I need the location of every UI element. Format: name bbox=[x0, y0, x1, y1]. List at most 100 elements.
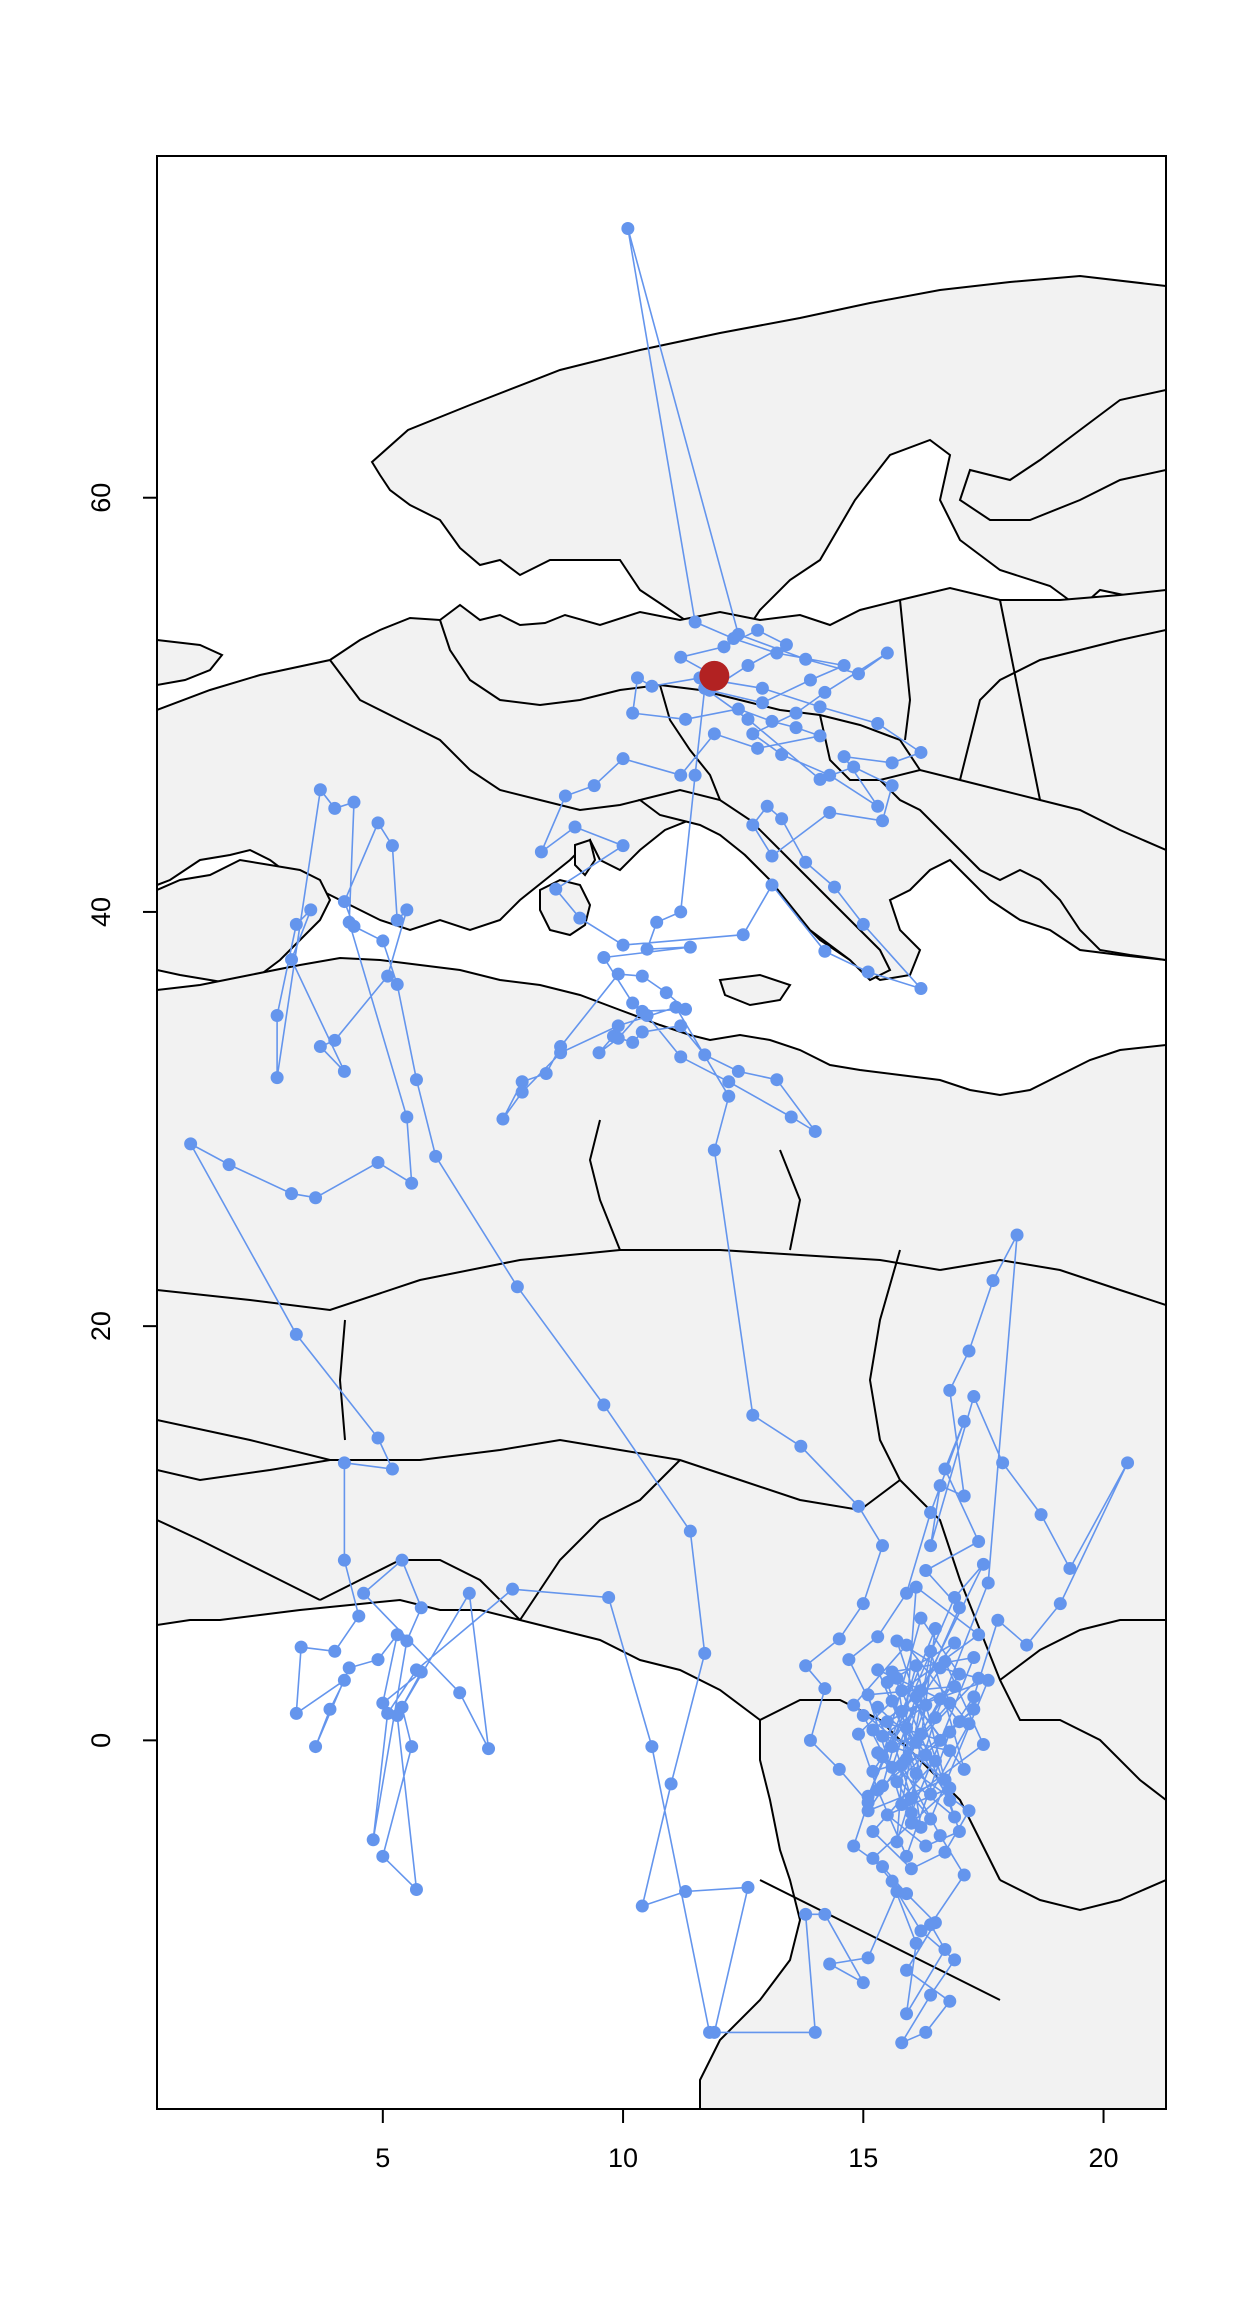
tracks bbox=[184, 221, 1135, 2050]
track-point bbox=[323, 1702, 337, 1716]
track-point bbox=[707, 727, 721, 741]
track-point bbox=[621, 221, 635, 235]
track-point bbox=[371, 1653, 385, 1667]
track-point bbox=[645, 1740, 659, 1754]
track-point bbox=[717, 640, 731, 654]
track-point bbox=[409, 1663, 423, 1677]
track-point bbox=[861, 1951, 875, 1965]
track-point bbox=[837, 750, 851, 764]
track-point bbox=[851, 1727, 865, 1741]
track-point bbox=[376, 1849, 390, 1863]
track-point bbox=[400, 1634, 414, 1648]
track-point bbox=[799, 855, 813, 869]
track-point bbox=[770, 646, 784, 660]
track-point bbox=[722, 1089, 736, 1103]
track-point bbox=[900, 1849, 914, 1863]
track-point bbox=[880, 1715, 894, 1729]
track-point bbox=[635, 969, 649, 983]
land-africa bbox=[157, 956, 1166, 2109]
track-point bbox=[794, 1439, 808, 1453]
track-point bbox=[986, 1274, 1000, 1288]
track-point bbox=[832, 1632, 846, 1646]
track-point bbox=[909, 1580, 923, 1594]
land-iberia bbox=[157, 858, 332, 987]
track-point bbox=[933, 1733, 947, 1747]
track-point bbox=[924, 1539, 938, 1553]
track-point bbox=[900, 2007, 914, 2021]
track-point bbox=[972, 1535, 986, 1549]
track-point bbox=[909, 1766, 923, 1780]
track-point bbox=[765, 849, 779, 863]
track-point bbox=[674, 1050, 688, 1064]
track-point bbox=[900, 1721, 914, 1735]
track-point bbox=[895, 2036, 909, 2050]
y-tick-label: 40 bbox=[86, 897, 116, 927]
land-sardinia bbox=[539, 878, 592, 937]
track-point bbox=[876, 1539, 890, 1553]
track-point bbox=[371, 1431, 385, 1445]
country-borders bbox=[157, 1119, 1166, 2001]
track-point bbox=[409, 1073, 423, 1087]
track-point bbox=[808, 2025, 822, 2039]
track-point bbox=[381, 1706, 395, 1720]
track-point bbox=[664, 1777, 678, 1791]
track-point bbox=[534, 845, 548, 859]
track-point bbox=[635, 1004, 649, 1018]
track-point bbox=[808, 1124, 822, 1138]
track-point bbox=[957, 1489, 971, 1503]
track-point bbox=[405, 1740, 419, 1754]
track-point bbox=[313, 1040, 327, 1054]
track-point bbox=[933, 1692, 947, 1706]
track-point bbox=[765, 878, 779, 892]
track-point bbox=[952, 1601, 966, 1615]
track-point bbox=[895, 1798, 909, 1812]
track-point bbox=[645, 679, 659, 693]
track-point bbox=[679, 1885, 693, 1899]
track-point bbox=[390, 913, 404, 927]
track-point bbox=[876, 1729, 890, 1743]
track-point bbox=[900, 1586, 914, 1600]
highlight-layer bbox=[699, 660, 730, 691]
track-point bbox=[616, 938, 630, 952]
track-point bbox=[616, 839, 630, 853]
track-point bbox=[832, 1762, 846, 1776]
track-point bbox=[856, 1597, 870, 1611]
track-point bbox=[679, 712, 693, 726]
track-point bbox=[847, 1698, 861, 1712]
track-point bbox=[866, 1851, 880, 1865]
track-point bbox=[981, 1576, 995, 1590]
track-point bbox=[554, 1046, 568, 1060]
track-point bbox=[635, 1899, 649, 1913]
track-point bbox=[381, 969, 395, 983]
track-point bbox=[803, 673, 817, 687]
track-point bbox=[962, 1804, 976, 1818]
track-point bbox=[885, 756, 899, 770]
track-point bbox=[309, 1740, 323, 1754]
track-point bbox=[688, 615, 702, 629]
track-point bbox=[285, 1187, 299, 1201]
x-tick-label: 15 bbox=[848, 2143, 878, 2173]
track-point bbox=[972, 1671, 986, 1685]
track-point bbox=[904, 1806, 918, 1820]
track-point bbox=[688, 768, 702, 782]
track-point bbox=[659, 986, 673, 1000]
track-point bbox=[861, 1688, 875, 1702]
track-point bbox=[943, 1383, 957, 1397]
track-point bbox=[482, 1742, 496, 1756]
track-point bbox=[1063, 1561, 1077, 1575]
track-point bbox=[1053, 1597, 1067, 1611]
track-point bbox=[1121, 1456, 1135, 1470]
track-point bbox=[751, 623, 765, 637]
track-point bbox=[837, 658, 851, 672]
track-point bbox=[453, 1686, 467, 1700]
track-point bbox=[818, 1682, 832, 1696]
track-point bbox=[587, 779, 601, 793]
x-axis: 5 10 15 20 bbox=[375, 2108, 1119, 2173]
track-point bbox=[395, 1553, 409, 1567]
track-point bbox=[400, 1110, 414, 1124]
track-point bbox=[707, 1143, 721, 1157]
track-point bbox=[736, 928, 750, 942]
track-point bbox=[948, 1953, 962, 1967]
land-sicily bbox=[718, 973, 792, 1007]
track-point bbox=[789, 706, 803, 720]
